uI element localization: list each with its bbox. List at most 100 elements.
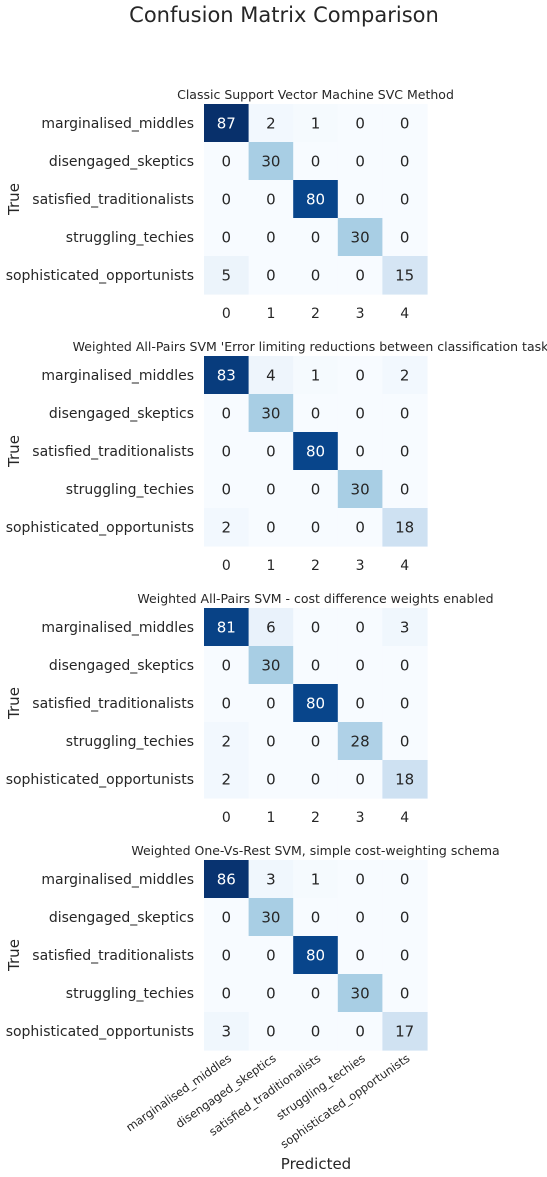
cell-value: 0 — [355, 1023, 365, 1041]
figure-title: Confusion Matrix Comparison — [129, 3, 439, 27]
cell-value: 0 — [222, 657, 232, 675]
cell-value: 0 — [311, 267, 321, 285]
cell-value: 0 — [400, 229, 410, 247]
cell-value: 0 — [266, 733, 276, 751]
heatmap-cell — [248, 684, 294, 723]
row-tick-label: disengaged_skeptics — [49, 658, 194, 674]
cell-value: 0 — [311, 481, 321, 499]
heatmap-cell — [248, 218, 294, 257]
y-axis-label: True — [5, 687, 23, 720]
cell-value: 0 — [400, 481, 410, 499]
heatmap-cell — [248, 470, 294, 509]
cell-value: 0 — [222, 481, 232, 499]
row-tick-label: satisfied_traditionalists — [32, 444, 194, 460]
cell-value: 5 — [222, 267, 232, 285]
heatmap-cell — [382, 608, 428, 647]
heatmap-cell — [293, 1012, 339, 1051]
col-tick-label: 0 — [222, 306, 231, 322]
heatmap-cell — [204, 608, 250, 647]
heatmap-cell — [337, 936, 383, 975]
cell-value: 0 — [400, 695, 410, 713]
heatmap-cell — [337, 608, 383, 647]
heatmap-cell — [204, 722, 250, 761]
row-tick-label: struggling_techies — [66, 986, 194, 1002]
cell-value: 30 — [261, 909, 280, 927]
heatmap-cell — [382, 936, 428, 975]
row-tick-label: sophisticated_opportunists — [6, 1024, 194, 1040]
cell-value: 30 — [351, 229, 370, 247]
cell-value: 80 — [306, 191, 325, 209]
heatmap-cell — [204, 684, 250, 723]
heatmap-cell — [382, 394, 428, 433]
heatmap-cell — [248, 646, 294, 685]
heatmap-cell — [382, 722, 428, 761]
cell-value: 80 — [306, 695, 325, 713]
row-tick-label: marginalised_middles — [41, 368, 194, 384]
cell-value: 0 — [355, 405, 365, 423]
heatmap-cell — [337, 646, 383, 685]
col-tick-label: 4 — [400, 558, 409, 574]
heatmap-cell — [382, 356, 428, 395]
heatmap-cell — [293, 722, 339, 761]
y-axis-label: True — [5, 939, 23, 972]
heatmap-cell — [337, 974, 383, 1013]
cell-value: 0 — [266, 229, 276, 247]
heatmap-cell — [337, 722, 383, 761]
heatmap-cell — [248, 974, 294, 1013]
cell-value: 0 — [400, 657, 410, 675]
cell-value: 0 — [266, 267, 276, 285]
heatmap-cell — [382, 898, 428, 937]
heatmap-cell — [293, 432, 339, 471]
heatmap-cell — [248, 432, 294, 471]
heatmap-cell — [204, 936, 250, 975]
cell-value: 0 — [400, 405, 410, 423]
heatmap-cell — [337, 898, 383, 937]
row-tick-label: disengaged_skeptics — [49, 406, 194, 422]
row-tick-label: disengaged_skeptics — [49, 910, 194, 926]
heatmap-cell — [337, 508, 383, 547]
cell-value: 0 — [311, 405, 321, 423]
row-tick-label: struggling_techies — [66, 482, 194, 498]
cell-value: 4 — [266, 367, 276, 385]
heatmap-cell — [337, 432, 383, 471]
heatmap-cell — [248, 860, 294, 899]
cell-value: 0 — [311, 771, 321, 789]
cell-value: 0 — [222, 695, 232, 713]
heatmap-cell — [248, 104, 294, 143]
heatmap-cell — [293, 760, 339, 799]
col-tick-label: 4 — [400, 810, 409, 826]
cell-value: 0 — [355, 153, 365, 171]
col-tick-label: 3 — [356, 810, 365, 826]
panel-title: Weighted All-Pairs SVM - cost difference… — [137, 591, 493, 606]
heatmap-cell — [248, 356, 294, 395]
heatmap-cell — [337, 180, 383, 219]
panel-title: Classic Support Vector Machine SVC Metho… — [177, 87, 454, 102]
cell-value: 6 — [266, 619, 276, 637]
cell-value: 1 — [311, 871, 321, 889]
cell-value: 18 — [395, 771, 414, 789]
col-tick-label: 3 — [356, 558, 365, 574]
heatmap-cell — [337, 470, 383, 509]
cell-value: 2 — [266, 115, 276, 133]
panel-title: Weighted All-Pairs SVM 'Error limiting r… — [73, 339, 547, 354]
cell-value: 83 — [217, 367, 236, 385]
heatmap-cell — [293, 898, 339, 937]
heatmap-cell — [382, 432, 428, 471]
cell-value: 18 — [395, 519, 414, 537]
heatmap-cell — [204, 142, 250, 181]
cell-value: 0 — [222, 909, 232, 927]
cell-value: 0 — [222, 153, 232, 171]
cell-value: 0 — [355, 947, 365, 965]
row-tick-label: struggling_techies — [66, 230, 194, 246]
cell-value: 0 — [311, 519, 321, 537]
cell-value: 0 — [311, 985, 321, 1003]
heatmap-cell — [382, 646, 428, 685]
cell-value: 0 — [266, 443, 276, 461]
row-tick-label: sophisticated_opportunists — [6, 520, 194, 536]
heatmap-cell — [248, 142, 294, 181]
cell-value: 1 — [311, 115, 321, 133]
panel-title: Weighted One-Vs-Rest SVM, simple cost-we… — [131, 843, 499, 858]
heatmap-cell — [293, 142, 339, 181]
heatmap-cell — [382, 256, 428, 295]
heatmap-cell — [382, 218, 428, 257]
